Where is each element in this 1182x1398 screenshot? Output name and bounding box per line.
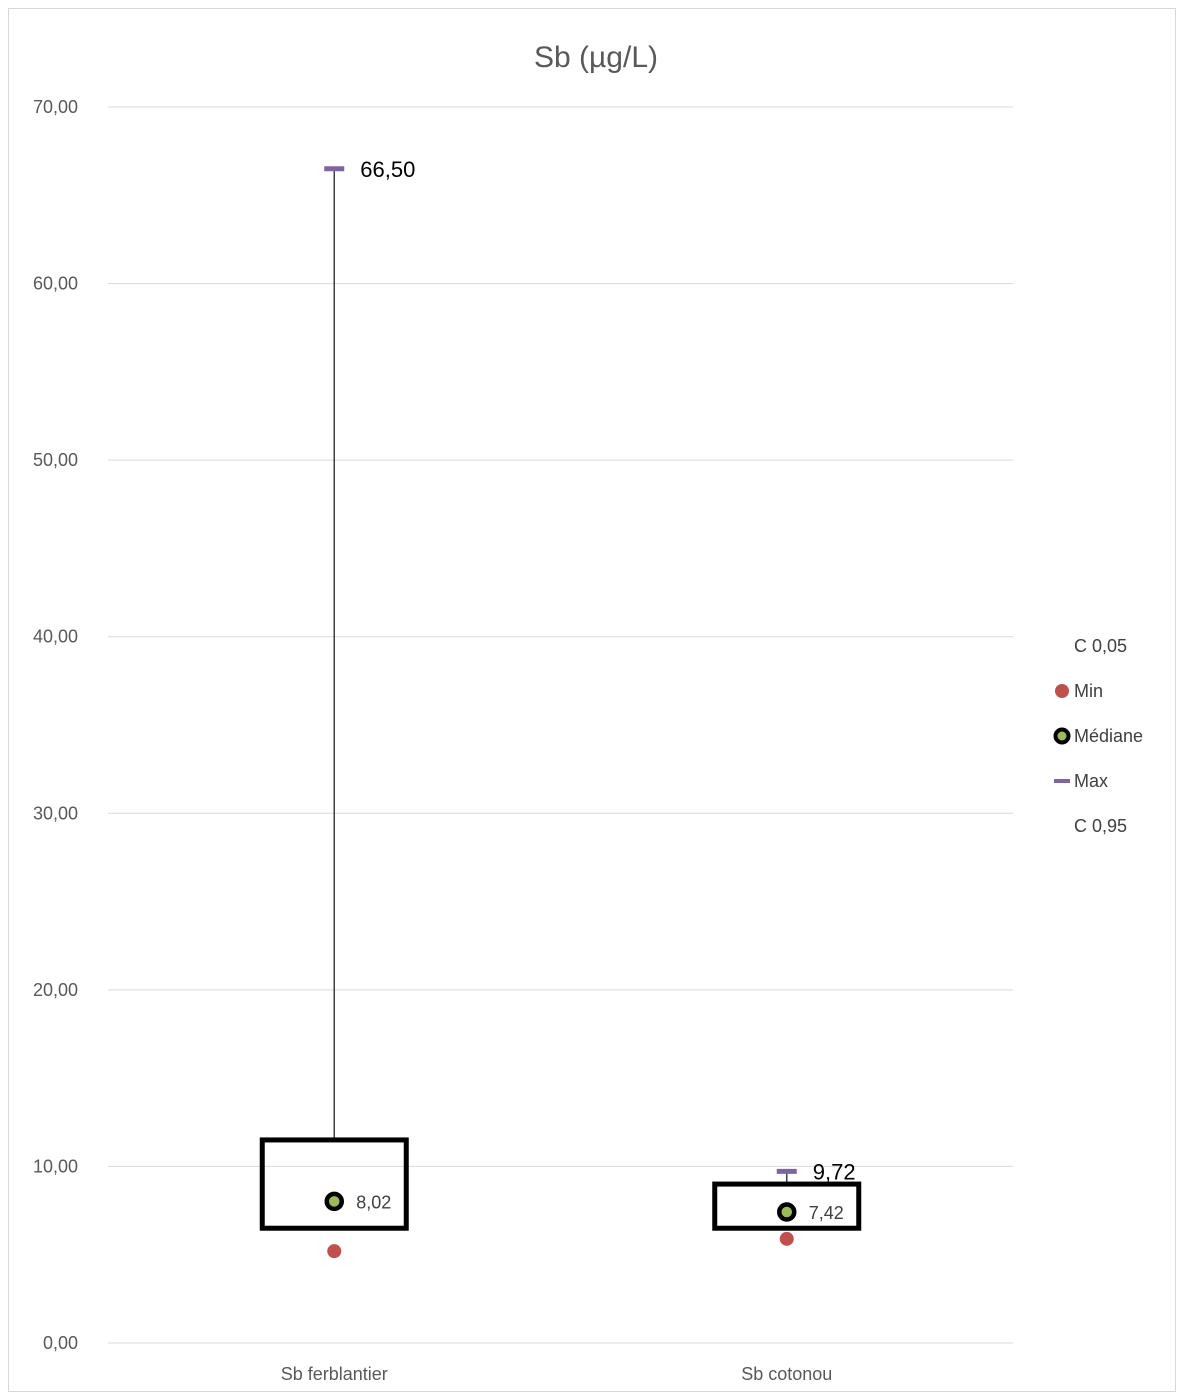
y-tick-label: 60,00	[33, 274, 78, 294]
gridlines	[108, 106, 1013, 1344]
min-marker	[779, 1231, 794, 1246]
x-tick-label: Sb ferblantier	[281, 1364, 388, 1384]
x-axis-ticks: Sb ferblantier Sb cotonou	[281, 1364, 833, 1384]
legend-label: Max	[1074, 771, 1108, 791]
chart-title: Sb (µg/L)	[534, 41, 658, 74]
box-c005-c095	[259, 1137, 409, 1231]
max-label: 66,50	[360, 157, 415, 182]
median-marker	[777, 1202, 797, 1222]
box-plot-marks	[259, 166, 862, 1259]
y-tick-label: 70,00	[33, 97, 78, 117]
y-tick-label: 30,00	[33, 803, 78, 823]
legend-item: C 0,05	[1074, 636, 1127, 656]
y-tick-label: 10,00	[33, 1156, 78, 1176]
max-label: 9,72	[813, 1159, 856, 1184]
y-tick-label: 20,00	[33, 980, 78, 1000]
box-c005-c095	[712, 1181, 862, 1231]
y-tick-label: 0,00	[43, 1333, 78, 1353]
legend-label: C 0,05	[1074, 636, 1127, 656]
legend: C 0,05 Min Médiane Max C 0,95	[1053, 636, 1143, 836]
legend-label: Médiane	[1074, 726, 1143, 746]
data-labels: 66,50 8,02 9,72 7,42	[356, 157, 855, 1223]
y-tick-label: 40,00	[33, 627, 78, 647]
y-tick-label: 50,00	[33, 450, 78, 470]
y-axis-ticks: 0,00 10,00 20,00 30,00 40,00 50,00 60,00 70,00	[33, 97, 78, 1353]
legend-item: Min	[1055, 681, 1103, 701]
median-marker	[324, 1191, 344, 1212]
chart-frame	[8, 8, 1176, 1392]
legend-item: Médiane	[1053, 726, 1143, 746]
legend-median-icon	[1053, 727, 1071, 745]
median-label: 7,42	[809, 1203, 844, 1223]
min-marker	[327, 1244, 342, 1259]
legend-label: Min	[1074, 681, 1103, 701]
legend-min-icon	[1055, 684, 1069, 698]
legend-label: C 0,95	[1074, 816, 1127, 836]
legend-item: C 0,95	[1074, 816, 1127, 836]
legend-item: Max	[1054, 771, 1108, 791]
x-tick-label: Sb cotonou	[741, 1364, 832, 1384]
median-label: 8,02	[356, 1192, 391, 1212]
